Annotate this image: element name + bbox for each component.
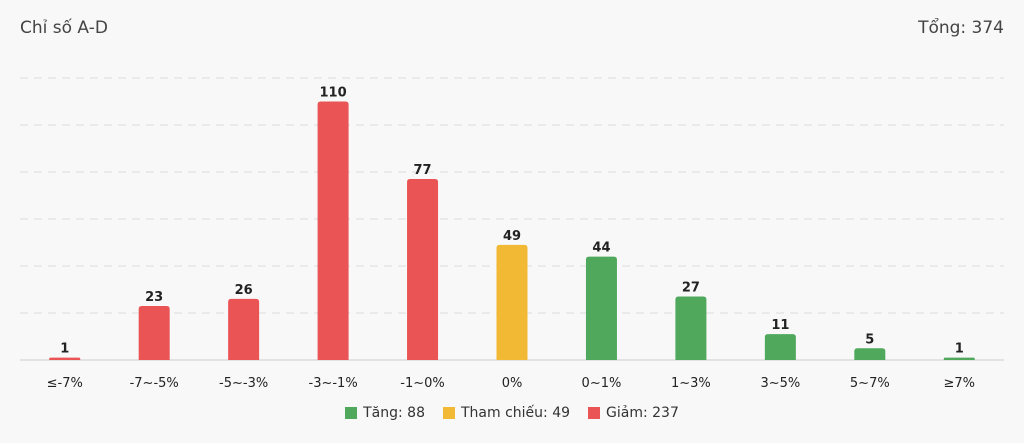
bar[interactable] (138, 305, 170, 360)
x-tick-label: 3~5% (760, 376, 800, 391)
x-tick-label: -7~-5% (130, 376, 179, 391)
x-tick-label: -1~0% (400, 376, 444, 391)
bar-value-label: 26 (235, 283, 253, 298)
x-tick-label: ≤-7% (47, 376, 83, 391)
x-tick-label: 5~7% (850, 376, 890, 391)
bar[interactable] (49, 357, 81, 360)
bars (49, 101, 975, 361)
chart-title: Chỉ số A-D (20, 18, 108, 38)
legend-swatch-up (345, 407, 358, 419)
value-labels: 1 23 26 110 77 49 44 27 11 5 1 (60, 86, 964, 357)
bar[interactable] (585, 256, 617, 360)
total-count: Tổng: 374 (918, 18, 1004, 38)
bar[interactable] (317, 101, 349, 361)
bar-value-label: 1 (955, 342, 964, 357)
x-tick-label: -5~-3% (219, 376, 268, 391)
legend-swatch-ref (443, 407, 455, 419)
chart-header: Chỉ số A-D Tổng: 374 (0, 0, 1024, 60)
x-tick-label: ≥7% (944, 376, 976, 391)
x-tick-label: 0% (502, 376, 523, 391)
bar-value-label: 44 (592, 241, 610, 256)
x-tick-label: 0~1% (582, 376, 622, 391)
bar-value-label: 27 (682, 281, 700, 296)
legend: Tăng: 88 Tham chiếu: 49 Giảm: 237 (0, 405, 1024, 421)
legend-label-up: Tăng: 88 (363, 405, 425, 421)
legend-item-down[interactable]: Giảm: 237 (588, 405, 679, 421)
legend-label-ref: Tham chiếu: 49 (461, 405, 571, 421)
legend-item-up[interactable]: Tăng: 88 (345, 405, 425, 421)
x-axis-labels: ≤-7% -7~-5% -5~-3% -3~-1% -1~0% 0% 0~1% 1~3% 3~5… (47, 376, 975, 391)
bar[interactable] (764, 334, 796, 360)
legend-label-down: Giảm: 237 (606, 405, 679, 421)
bar[interactable] (675, 296, 707, 360)
bar-value-label: 23 (145, 290, 163, 305)
bar[interactable] (854, 348, 886, 360)
bar[interactable] (407, 179, 439, 360)
x-tick-label: -3~-1% (309, 376, 358, 391)
bar-value-label: 11 (771, 318, 789, 333)
bar-value-label: 49 (503, 229, 521, 244)
bar-value-label: 110 (320, 86, 347, 101)
bar-value-label: 77 (413, 163, 431, 178)
bar[interactable] (228, 298, 260, 360)
x-tick-label: 1~3% (671, 376, 711, 391)
bar-value-label: 5 (865, 332, 874, 347)
legend-swatch-down (588, 407, 601, 419)
bar-value-label: 1 (60, 342, 69, 357)
bar[interactable] (943, 357, 975, 360)
bar[interactable] (496, 244, 528, 360)
legend-item-ref[interactable]: Tham chiếu: 49 (443, 405, 570, 421)
